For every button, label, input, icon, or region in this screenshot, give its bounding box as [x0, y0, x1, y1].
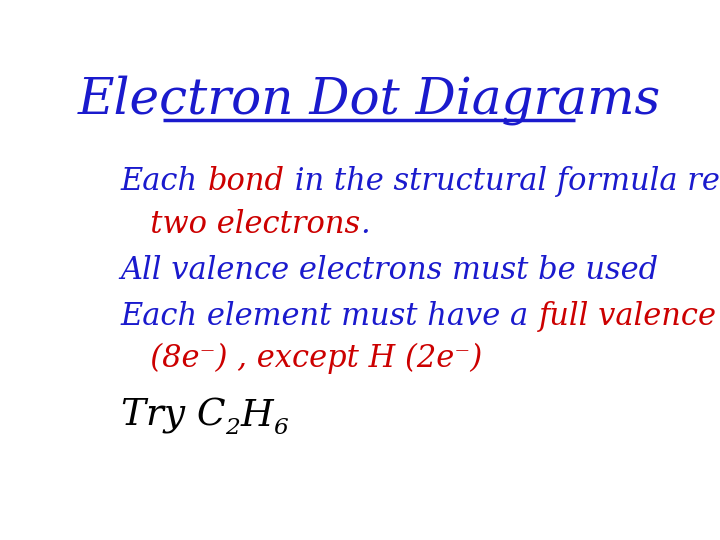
Text: (8e⁻) , except H (2e⁻): (8e⁻) , except H (2e⁻) [121, 342, 482, 374]
Text: 2: 2 [225, 417, 240, 439]
Text: Try C: Try C [121, 398, 225, 434]
Text: 6: 6 [273, 417, 287, 439]
Text: in the structural formula represents: in the structural formula represents [284, 166, 720, 197]
Text: orbital: orbital [716, 301, 720, 332]
Text: full valence: full valence [539, 301, 716, 332]
Text: bond: bond [207, 166, 284, 197]
Text: .: . [360, 210, 369, 240]
Text: Electron Dot Diagrams: Electron Dot Diagrams [78, 75, 660, 125]
Text: H: H [240, 398, 273, 434]
Text: Each: Each [121, 166, 207, 197]
Text: Each element must have a: Each element must have a [121, 301, 539, 332]
Text: two electrons: two electrons [121, 210, 360, 240]
Text: All valence electrons must be used: All valence electrons must be used [121, 255, 659, 286]
